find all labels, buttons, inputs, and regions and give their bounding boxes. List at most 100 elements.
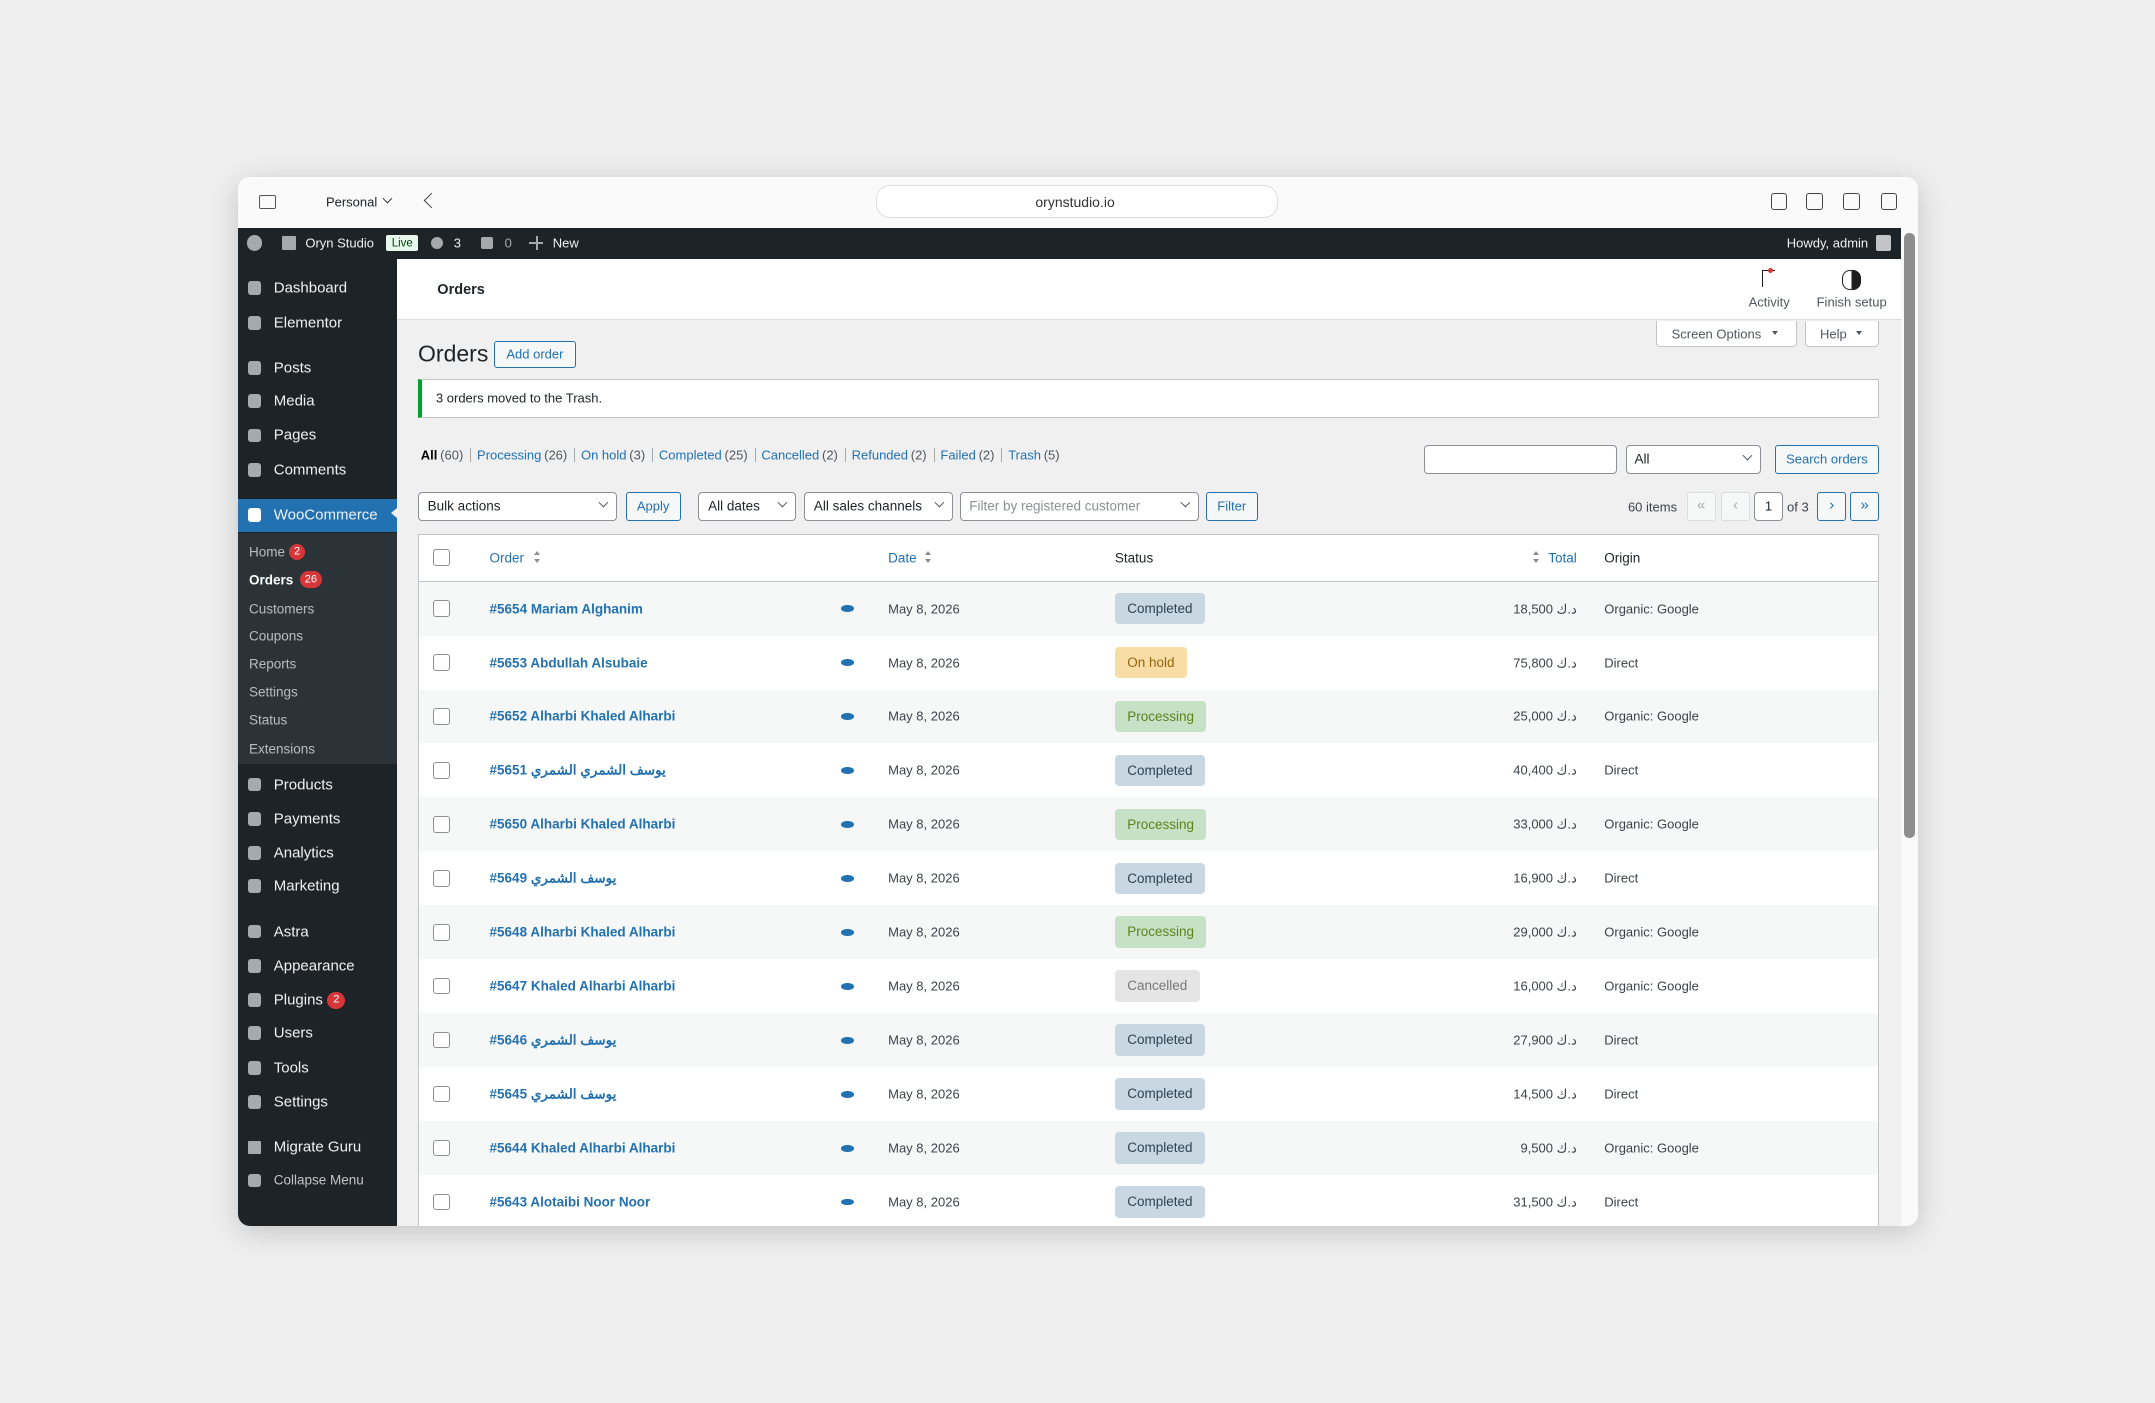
submenu-item[interactable]: Reports (248, 655, 297, 671)
view-link[interactable]: All (420, 447, 438, 463)
view-link[interactable]: Processing (477, 447, 542, 463)
checkbox[interactable] (433, 1085, 450, 1103)
submenu-item[interactable]: Customers (248, 600, 315, 616)
preview-eye[interactable] (841, 928, 854, 936)
checkbox[interactable] (433, 654, 450, 671)
submenu-item[interactable]: Status (248, 712, 288, 728)
checkbox[interactable] (433, 708, 450, 725)
order-link[interactable]: #5648 Alharbi Khaled Alharbi (489, 924, 676, 940)
view-link[interactable]: Completed (658, 447, 722, 463)
order-link[interactable]: #5654 Mariam Alghanim (489, 600, 643, 616)
submenu-item[interactable]: Home (248, 544, 285, 560)
preview-eye[interactable] (841, 1198, 854, 1206)
menu-item[interactable]: Migrate Guru (273, 1138, 362, 1156)
toolbar-icon[interactable] (1843, 193, 1860, 210)
page-button[interactable] (1817, 491, 1847, 521)
view-link[interactable]: Failed (940, 447, 976, 463)
order-link[interactable]: #5651 يوسف الشمري الشمري (489, 762, 666, 778)
col-date[interactable]: Date (888, 549, 917, 565)
preview-eye[interactable] (841, 1090, 854, 1098)
apply-button[interactable] (625, 491, 681, 521)
page-input[interactable] (1754, 491, 1783, 521)
col-total[interactable]: Total (1548, 549, 1577, 565)
checkbox[interactable] (433, 1031, 450, 1049)
checkbox[interactable] (433, 762, 450, 779)
help[interactable] (1804, 321, 1880, 348)
new-link[interactable]: New (552, 235, 579, 251)
preview-eye[interactable] (841, 1144, 854, 1152)
menu-item[interactable]: Media (273, 392, 315, 410)
profile-label[interactable]: Personal (325, 194, 378, 210)
menu-item[interactable]: Settings (273, 1093, 328, 1111)
menu-item[interactable]: Plugins (273, 991, 323, 1009)
search-input[interactable] (1424, 445, 1617, 474)
menu-item[interactable]: Tools (273, 1059, 309, 1077)
sidebar-toggle[interactable] (258, 194, 277, 209)
preview-eye[interactable] (841, 767, 854, 774)
checkbox[interactable] (433, 924, 450, 941)
menu-item[interactable]: Marketing (273, 877, 340, 895)
search-select[interactable] (1626, 445, 1761, 474)
view-link[interactable]: Cancelled (761, 447, 820, 463)
preview-eye[interactable] (841, 713, 854, 720)
order-link[interactable]: #5645 يوسف الشمري (489, 1086, 617, 1102)
menu-item[interactable]: Astra (273, 923, 309, 941)
select[interactable] (804, 491, 953, 521)
site-name[interactable]: Oryn Studio (305, 235, 374, 251)
menu-item[interactable]: Posts (273, 359, 312, 377)
checkbox[interactable] (433, 977, 450, 995)
order-link[interactable]: #5653 Abdullah Alsubaie (489, 654, 648, 670)
search-button[interactable] (1774, 445, 1880, 474)
activity-icon[interactable] (1762, 270, 1775, 287)
checkbox[interactable] (433, 1193, 450, 1211)
view-link[interactable]: Refunded (851, 447, 908, 463)
order-link[interactable]: #5649 يوسف الشمري (489, 870, 617, 886)
activity-label[interactable]: Activity (1748, 294, 1790, 310)
col-order[interactable]: Order (489, 549, 525, 565)
menu-item[interactable]: Appearance (273, 957, 355, 975)
view-link[interactable]: On hold (580, 447, 627, 463)
preview-eye[interactable] (841, 874, 854, 882)
submenu-item[interactable]: Coupons (248, 628, 304, 644)
checkbox[interactable] (433, 600, 450, 617)
select[interactable] (959, 491, 1199, 521)
order-link[interactable]: #5647 Khaled Alharbi Alharbi (489, 978, 676, 994)
menu-item[interactable]: Elementor (273, 314, 343, 332)
menu-item[interactable]: WooCommerce (273, 506, 378, 524)
order-link[interactable]: #5646 يوسف الشمري (489, 1032, 617, 1048)
finish-label[interactable]: Finish setup (1816, 294, 1887, 310)
address-bar[interactable] (875, 185, 1279, 219)
howdy[interactable]: Howdy, admin (1786, 235, 1869, 251)
order-link[interactable]: #5644 Khaled Alharbi Alharbi (489, 1140, 676, 1156)
checkbox[interactable] (433, 549, 450, 566)
finish-icon[interactable] (1842, 270, 1862, 290)
menu-item[interactable]: Comments (273, 461, 347, 479)
select[interactable] (418, 491, 618, 521)
menu-item[interactable]: Users (273, 1024, 313, 1042)
submenu-item[interactable]: Extensions (248, 741, 316, 757)
order-link[interactable]: #5652 Alharbi Khaled Alharbi (489, 708, 676, 724)
filter-button[interactable] (1205, 491, 1258, 521)
preview-eye[interactable] (841, 820, 854, 828)
menu-item[interactable]: Analytics (273, 844, 334, 862)
order-link[interactable]: #5643 Alotaibi Noor Noor (489, 1194, 651, 1210)
checkbox[interactable] (433, 1139, 450, 1157)
order-link[interactable]: #5650 Alharbi Khaled Alharbi (489, 816, 676, 832)
view-link[interactable]: Trash (1008, 447, 1041, 463)
toolbar-icon[interactable] (1880, 193, 1897, 210)
menu-item[interactable]: Pages (273, 426, 317, 444)
menu-item[interactable]: Collapse Menu (273, 1172, 364, 1188)
checkbox[interactable] (433, 816, 450, 833)
preview-eye[interactable] (841, 1036, 854, 1044)
submenu-item[interactable]: Orders (248, 571, 294, 587)
checkbox[interactable] (433, 870, 450, 887)
menu-item[interactable]: Payments (273, 810, 341, 828)
menu-item[interactable]: Products (273, 776, 333, 794)
toolbar-icon[interactable] (1806, 193, 1823, 210)
page-button[interactable] (1850, 491, 1880, 521)
add-order[interactable] (493, 340, 577, 369)
preview-eye[interactable] (841, 659, 854, 666)
preview-eye[interactable] (841, 605, 854, 613)
preview-eye[interactable] (841, 982, 854, 990)
toolbar-icon[interactable] (1770, 193, 1788, 210)
